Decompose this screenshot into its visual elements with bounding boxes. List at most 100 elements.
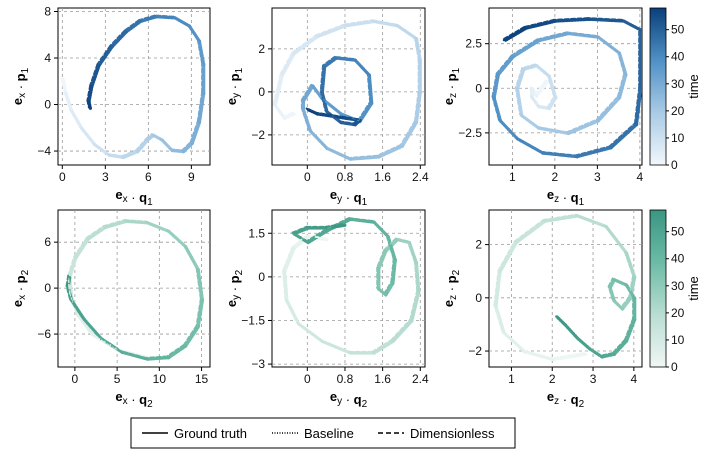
colorbar-greens: 0 10 20 30 40 50 time [649, 209, 701, 374]
dimensionless-segment [514, 86, 521, 116]
baseline-segment [377, 144, 404, 159]
baseline-segment [280, 52, 296, 77]
y-tick-label: 2 [258, 42, 265, 56]
y-axis-label: ex · p2 [10, 269, 31, 307]
dimensionless-segment [172, 15, 189, 26]
dimensionless-segment [607, 277, 614, 288]
legend-label: Ground truth [174, 426, 247, 441]
dimensionless-segment [546, 74, 555, 98]
baseline-segment [515, 87, 524, 118]
y-tick-label: 0 [258, 85, 265, 99]
legend-label: Baseline [304, 426, 354, 441]
dimensionless-segment [390, 257, 395, 283]
y-tick-label: 2.5 [465, 37, 482, 51]
legend-item-solid: Ground truth [142, 426, 247, 441]
baseline-segment [103, 219, 129, 230]
y-tick-label: 0 [258, 270, 265, 284]
dimensionless-segment [291, 34, 317, 54]
dimensionless-segment [357, 101, 371, 122]
plot-frame [488, 209, 643, 368]
baseline-segment [372, 339, 395, 355]
y-axis-label: ex · p1 [10, 67, 31, 105]
baseline-segment [514, 219, 547, 245]
dimensionless-segment [109, 29, 126, 47]
baseline-segment [301, 84, 315, 103]
colorbar-tick-label: 0 [671, 158, 678, 172]
dimensionless-segment [603, 224, 626, 253]
dimensionless-segment [98, 336, 122, 352]
dimensionless-segment [119, 350, 147, 359]
baseline-segment [554, 17, 592, 23]
dimensionless-segment [376, 144, 402, 157]
x-tick-label: 2.4 [412, 170, 429, 184]
x-tick-label: 2 [549, 372, 556, 386]
baseline-segment [320, 65, 327, 95]
baseline-segment [74, 237, 91, 260]
dimensionless-segment [611, 338, 626, 354]
colorbar-tick-label: 30 [671, 77, 685, 91]
baseline-segment [414, 261, 421, 294]
panel-p13: 1 2 3 4 −2.5 0 2.5 ez · q1 ez · p1 [441, 7, 644, 208]
dimensionless-segment [343, 19, 374, 26]
dimensionless-segment [81, 317, 101, 339]
dimensionless-segment [300, 83, 313, 101]
x-tick-label: 0.8 [337, 372, 354, 386]
dimensionless-segment [493, 269, 500, 306]
baseline-segment [535, 80, 549, 98]
y-axis-label: ez · p1 [441, 67, 462, 105]
dimensionless-segment [79, 126, 94, 145]
dimensionless-segment [85, 225, 105, 239]
y-tick-label: −2 [468, 344, 482, 358]
baseline-segment [283, 112, 296, 120]
dimensionless-segment [272, 103, 284, 118]
baseline-segment [154, 15, 177, 20]
baseline-segment [190, 120, 202, 146]
dimensionless-segment [310, 83, 322, 99]
baseline-segment [87, 100, 93, 111]
y-tick-label: 4 [44, 51, 51, 65]
dimensionless-segment [550, 352, 585, 360]
trajectory [282, 217, 421, 355]
baseline-segment [384, 281, 395, 297]
colorbar-gradient [649, 7, 667, 166]
dimensionless-segment [565, 118, 598, 134]
x-axis-label: ez · q2 [547, 389, 585, 410]
baseline-segment [400, 120, 419, 148]
dimensionless-segment [145, 133, 153, 140]
baseline-segment [61, 77, 68, 96]
baseline-segment [167, 344, 188, 360]
dimensionless-segment [182, 324, 198, 346]
y-tick-label: 0 [475, 291, 482, 305]
colorbar-tick-label: 40 [671, 50, 685, 64]
baseline-segment [283, 270, 289, 303]
dimensionless-segment [513, 219, 545, 243]
dimensionless-segment [319, 96, 341, 114]
trajectory [491, 17, 642, 159]
x-tick-label: 6 [145, 170, 152, 184]
dimensionless-segment [529, 95, 538, 107]
panel-p12: 0 0.8 1.6 2.4 −2 0 2 ey · q1 ey · p1 [224, 7, 429, 208]
baseline-segment [492, 96, 503, 123]
dimensionless-segment [616, 51, 626, 75]
dimensionless-segment [67, 255, 75, 277]
dimensionless-segment [595, 95, 619, 121]
dimensionless-segment [153, 14, 175, 18]
dimensionless-segment [633, 86, 640, 125]
baseline-segment [634, 87, 642, 127]
x-axis-label: ey · q1 [330, 187, 368, 208]
dimensionless-segment [296, 321, 322, 342]
x-tick-label: 3 [102, 170, 109, 184]
dimensionless-segment [195, 298, 202, 327]
x-tick-label: 2.4 [412, 372, 429, 386]
baseline-segment [110, 30, 128, 49]
dimensionless-segment [521, 63, 536, 69]
dimensionless-segment [319, 64, 324, 93]
baseline-segment [183, 325, 200, 348]
dimensionless-segment [106, 152, 123, 158]
x-tick-label: 0 [304, 170, 311, 184]
dimensionless-segment [319, 339, 350, 353]
dimensionless-segment [324, 146, 350, 159]
dimensionless-segment [536, 104, 549, 109]
dimensionless-segment [307, 128, 327, 148]
legend-item-dashed: Dimensionless [378, 426, 495, 441]
